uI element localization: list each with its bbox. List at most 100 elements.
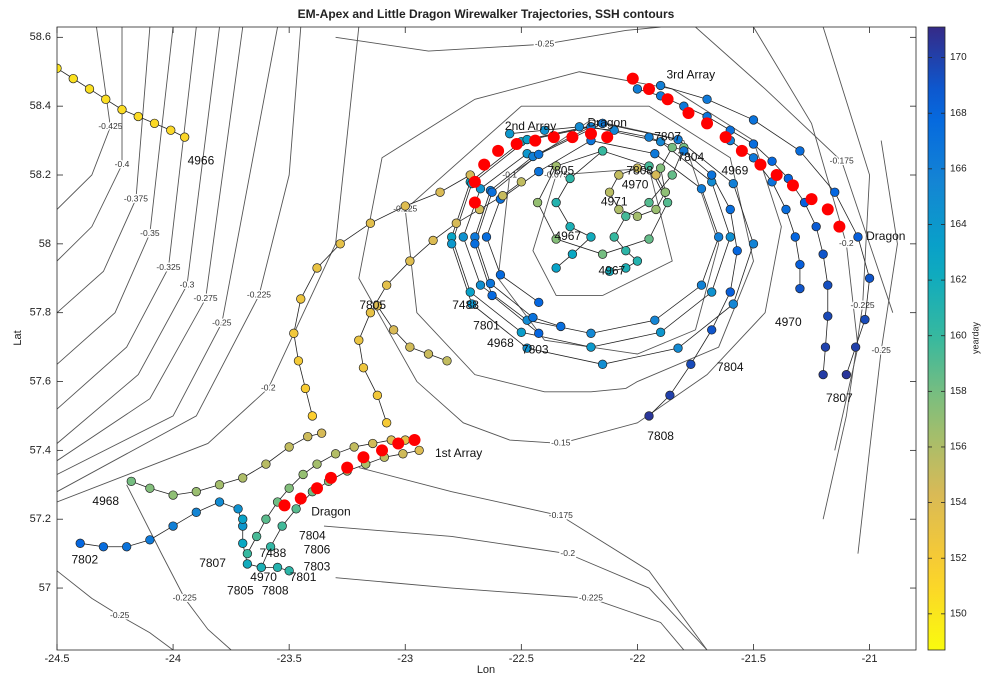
dragon-point [510, 138, 523, 151]
dragon-point [833, 220, 846, 233]
track-point [168, 490, 178, 500]
annotation: 7804 [717, 360, 744, 374]
track-point [781, 204, 791, 215]
annotation: 7808 [262, 584, 289, 598]
track-point [632, 84, 643, 94]
dragon-point [719, 131, 732, 144]
track-point [133, 111, 143, 122]
dragon-point [682, 107, 695, 120]
track-point [586, 342, 596, 352]
track-point [795, 283, 805, 294]
track-point [291, 504, 301, 514]
track-point [238, 514, 248, 524]
track-point [532, 197, 543, 208]
track-point [405, 342, 415, 352]
track-point [180, 132, 190, 142]
track-point [651, 204, 661, 215]
annotation: Dragon [866, 229, 905, 243]
annotation: 4968 [92, 494, 119, 508]
track-point [516, 327, 526, 337]
track-point [470, 239, 480, 249]
track-point [398, 449, 408, 459]
track-point [289, 328, 299, 338]
track-point [101, 94, 111, 104]
track-point [382, 280, 392, 290]
contour-label: -0.225 [579, 593, 603, 603]
y-axis-label: Lat [12, 330, 24, 345]
track-point [725, 232, 735, 242]
track-point [551, 197, 561, 208]
dragon-point [601, 131, 614, 144]
colorbar-tick-label: 160 [950, 330, 967, 341]
x-tick-label: -21 [862, 653, 878, 665]
track-point [818, 369, 828, 380]
contour-line [57, 27, 244, 462]
track-point [565, 221, 575, 232]
annotation: 4970 [775, 315, 802, 329]
track-point [400, 201, 410, 211]
track-line [660, 85, 870, 375]
annotation: 7805 [227, 584, 254, 598]
y-tick-label: 57.2 [30, 513, 51, 525]
annotation: 7805 [359, 298, 386, 312]
colorbar-tick-label: 150 [950, 608, 967, 619]
track-point [487, 187, 497, 197]
track-point [465, 287, 475, 297]
y-tick-label: 58 [39, 238, 51, 250]
track-point [166, 125, 176, 135]
track-point [818, 249, 828, 259]
annotation: 7807 [654, 129, 681, 143]
track-point [368, 438, 378, 449]
contour-line [57, 27, 111, 210]
track-point [284, 483, 294, 493]
track-point [644, 234, 654, 244]
track-point [534, 297, 544, 308]
track-point [551, 263, 561, 273]
track-point [644, 197, 654, 208]
y-tick-label: 57.8 [30, 307, 51, 319]
tracks [57, 63, 875, 576]
track-point [277, 521, 287, 531]
track-point [604, 187, 615, 197]
colorbar-tick-label: 164 [950, 219, 967, 230]
track-point [732, 246, 742, 256]
contour-label: -0.35 [140, 228, 160, 238]
colorbar-tick-label: 166 [950, 163, 967, 174]
contour-line [57, 27, 278, 475]
track-point [860, 314, 870, 325]
track-point [534, 166, 544, 177]
dragon-point [547, 131, 560, 144]
track-point [487, 290, 497, 301]
track-point [673, 134, 683, 145]
track-point [312, 459, 322, 469]
track-point [475, 280, 486, 290]
annotation: 7806 [304, 542, 331, 556]
colorbar-tick-label: 170 [950, 52, 967, 63]
dragon-point [311, 482, 324, 495]
track-point [126, 476, 136, 486]
track-point [238, 473, 248, 483]
track-point [256, 562, 266, 573]
track-point [307, 411, 318, 421]
track-point [414, 445, 424, 456]
track-point [191, 507, 201, 517]
annotation: 7804 [677, 150, 704, 164]
track-point [372, 301, 383, 311]
dragon-point [478, 158, 491, 171]
track-point [214, 480, 225, 490]
dragon-point [468, 196, 481, 209]
annotation: Dragon [311, 504, 350, 518]
annotation: 7488 [260, 546, 287, 560]
contour-line [57, 27, 197, 410]
dragon-point [278, 499, 291, 512]
track-point [522, 343, 532, 353]
annotation: 7804 [299, 529, 326, 543]
track-point [644, 411, 654, 421]
y-tick-label: 57 [39, 582, 51, 594]
annotation: 7803 [522, 343, 549, 357]
track-point [365, 308, 376, 318]
chart-title: EM-Apex and Little Dragon Wirewalker Tra… [298, 7, 675, 21]
track-point [303, 431, 313, 442]
track-point [621, 211, 631, 221]
